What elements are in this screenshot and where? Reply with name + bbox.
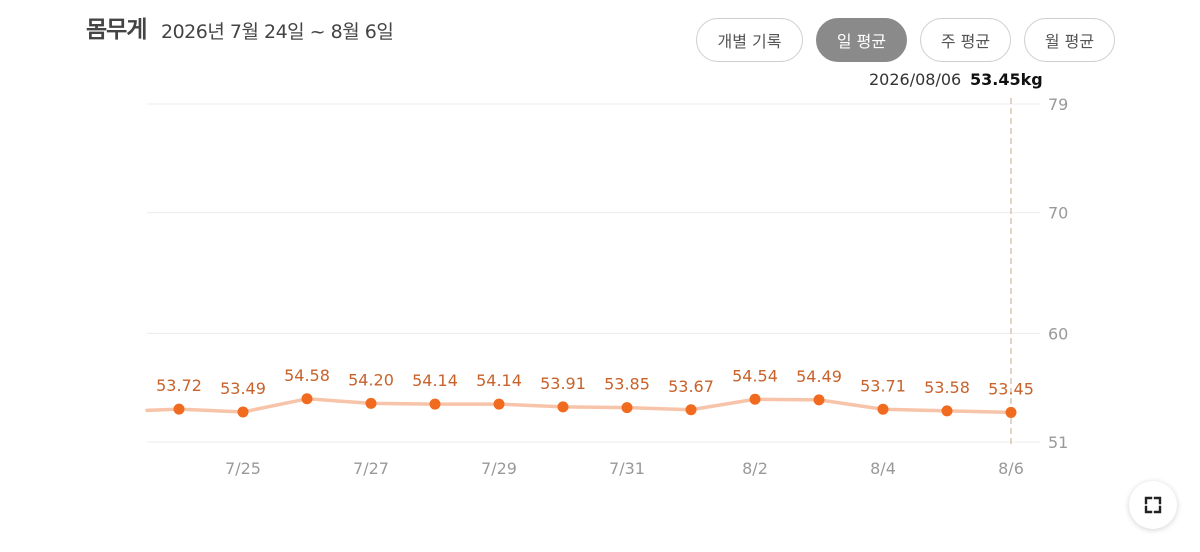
x-tick-label: 7/31 [609,459,645,478]
data-point [365,397,377,409]
toggle-monthly-average[interactable]: 월 평균 [1024,18,1115,62]
data-point [237,406,249,418]
data-point [813,394,825,406]
toggle-daily-average[interactable]: 일 평균 [816,18,907,62]
readout-value: 53.45kg [970,70,1043,89]
y-tick-label: 70 [1048,204,1068,223]
data-label: 54.14 [476,371,522,390]
x-tick-label: 8/6 [998,459,1024,478]
data-point [557,401,569,413]
y-tick-label: 51 [1048,433,1068,452]
data-label: 53.49 [220,379,266,398]
toggle-individual-records[interactable]: 개별 기록 [696,18,803,62]
data-label: 54.20 [348,370,394,389]
data-point [685,404,697,416]
data-point [621,402,633,414]
data-label: 53.85 [604,375,650,394]
x-tick-label: 8/4 [870,459,896,478]
data-label: 54.14 [412,371,458,390]
data-point [173,403,185,415]
y-tick-label: 60 [1048,324,1068,343]
data-point [301,393,313,405]
x-tick-label: 8/2 [742,459,768,478]
x-tick-label: 7/29 [481,459,517,478]
data-label: 53.67 [668,377,714,396]
fullscreen-button[interactable] [1129,481,1177,529]
data-point [749,393,761,405]
y-tick-label: 79 [1048,95,1068,114]
data-label: 53.91 [540,374,586,393]
data-point [429,398,441,410]
data-label: 53.58 [924,378,970,397]
data-label: 54.58 [284,366,330,385]
expand-icon [1144,496,1162,514]
date-range: 2026년 7월 24일 ~ 8월 6일 [161,21,394,43]
readout-date: 2026/08/06 [869,70,962,89]
data-label: 54.49 [796,367,842,386]
data-label: 54.54 [732,366,778,385]
data-point [877,403,889,415]
data-label: 53.72 [156,376,202,395]
data-label: 53.71 [860,376,906,395]
x-tick-label: 7/27 [353,459,389,478]
data-label: 53.45 [988,379,1034,398]
toggle-weekly-average[interactable]: 주 평균 [920,18,1011,62]
x-tick-label: 7/25 [225,459,261,478]
data-point [1005,406,1017,418]
data-point [941,405,953,417]
data-point [493,398,505,410]
page-title: 몸무게 [86,17,147,43]
